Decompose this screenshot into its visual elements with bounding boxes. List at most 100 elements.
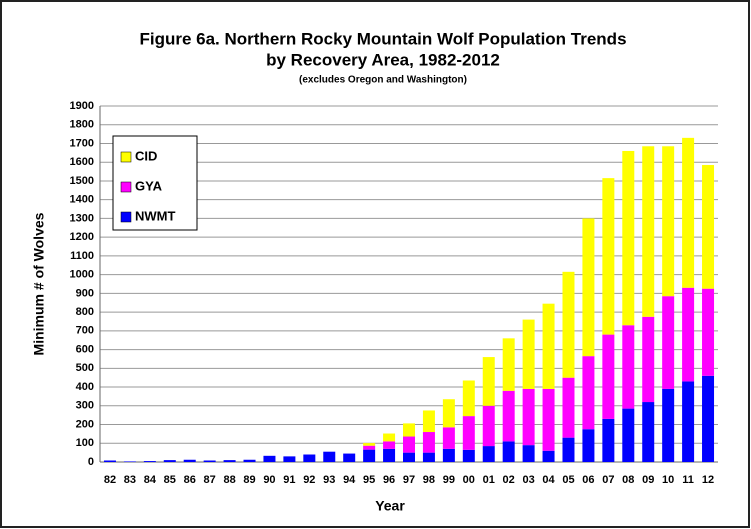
bar-segment	[482, 357, 495, 406]
chart-title: by Recovery Area, 1982-2012	[266, 50, 500, 69]
y-tick-label: 1000	[70, 269, 94, 281]
bar-segment	[682, 381, 695, 462]
y-axis-label: Minimum # of Wolves	[31, 212, 47, 355]
x-tick-label: 85	[164, 474, 176, 486]
x-tick-label: 09	[642, 474, 654, 486]
legend-label: NWMT	[135, 208, 175, 223]
bar-segment	[482, 446, 495, 462]
bar-segment	[642, 402, 655, 462]
bar-segment	[562, 437, 575, 462]
x-tick-label: 89	[243, 474, 255, 486]
y-tick-label: 300	[76, 400, 94, 412]
bar-segment	[662, 388, 675, 462]
x-tick-label: 91	[283, 474, 295, 486]
y-tick-label: 500	[76, 362, 94, 374]
bar-segment	[622, 150, 635, 326]
bar-segment	[542, 450, 555, 462]
legend-label: GYA	[135, 178, 163, 193]
bar-segment	[422, 452, 435, 462]
y-tick-label: 100	[76, 437, 94, 449]
bar-segment	[542, 303, 555, 389]
x-axis-label: Year	[375, 498, 405, 514]
bar-segment	[702, 165, 715, 289]
x-tick-label: 90	[263, 474, 275, 486]
bar-segment	[422, 410, 435, 433]
bar-segment	[383, 433, 396, 442]
bar-segment	[502, 338, 515, 391]
bar-segment	[642, 316, 655, 403]
x-tick-label: 07	[602, 474, 614, 486]
y-tick-label: 900	[76, 287, 94, 299]
bar-segment	[582, 429, 595, 462]
y-tick-label: 1900	[70, 100, 94, 112]
x-tick-label: 94	[343, 474, 356, 486]
bar-segment	[263, 455, 276, 462]
bar-segment	[243, 459, 256, 462]
x-tick-label: 04	[542, 474, 555, 486]
y-tick-label: 1100	[70, 250, 94, 262]
x-tick-label: 83	[124, 474, 136, 486]
bar-segment	[682, 287, 695, 382]
bar-segment	[522, 319, 535, 389]
bar-segment	[383, 448, 396, 462]
bar-segment	[562, 271, 575, 378]
x-tick-label: 12	[702, 474, 714, 486]
bar-segment	[363, 449, 376, 462]
legend-swatch	[120, 181, 132, 193]
bar-segment	[403, 423, 415, 437]
y-tick-label: 800	[76, 306, 94, 318]
bar-segment	[482, 405, 495, 447]
x-tick-label: 95	[363, 474, 375, 486]
bar-segment	[203, 460, 216, 462]
y-tick-label: 1800	[70, 119, 94, 131]
bar-segment	[422, 432, 435, 453]
x-tick-label: 88	[223, 474, 235, 486]
bar-segment	[143, 461, 156, 462]
y-tick-label: 700	[76, 325, 94, 337]
bar-segment	[363, 443, 376, 446]
x-tick-label: 08	[622, 474, 634, 486]
bar-segment	[442, 448, 455, 462]
y-tick-label: 1500	[70, 175, 94, 187]
bar-segment	[642, 146, 655, 317]
bar-segment	[602, 178, 615, 335]
bar-segment	[522, 445, 535, 462]
x-tick-label: 11	[682, 474, 694, 486]
bar-segment	[662, 296, 675, 389]
y-tick-label: 1400	[70, 194, 94, 206]
x-tick-label: 97	[403, 474, 415, 486]
x-tick-label: 92	[303, 474, 315, 486]
bar-segment	[442, 399, 455, 428]
x-tick-label: 00	[463, 474, 475, 486]
bar-segment	[403, 452, 415, 462]
bar-segment	[522, 388, 535, 446]
x-tick-label: 10	[662, 474, 674, 486]
bar-segment	[183, 459, 196, 462]
y-tick-label: 1300	[70, 212, 94, 224]
x-tick-label: 86	[184, 474, 196, 486]
bar-segment	[223, 460, 236, 462]
y-tick-label: 200	[76, 418, 94, 430]
x-tick-label: 93	[323, 474, 335, 486]
bar-segment	[363, 445, 376, 450]
bar-segment	[622, 325, 635, 409]
bar-segment	[462, 449, 475, 462]
chart-title: Figure 6a. Northern Rocky Mountain Wolf …	[139, 29, 626, 48]
bar-segment	[442, 427, 455, 449]
x-tick-label: 01	[483, 474, 495, 486]
bar-segment	[622, 408, 635, 462]
bar-segment	[383, 441, 396, 449]
bar-segment	[602, 334, 615, 419]
y-tick-label: 1600	[70, 156, 94, 168]
x-tick-label: 02	[503, 474, 515, 486]
x-tick-label: 96	[383, 474, 395, 486]
x-tick-label: 84	[144, 474, 157, 486]
bar-segment	[702, 375, 715, 462]
bar-segment	[502, 390, 515, 442]
bar-segment	[343, 453, 356, 462]
x-tick-label: 99	[443, 474, 455, 486]
bar-segment	[682, 137, 695, 288]
y-tick-label: 400	[76, 381, 94, 393]
bar-segment	[582, 356, 595, 430]
